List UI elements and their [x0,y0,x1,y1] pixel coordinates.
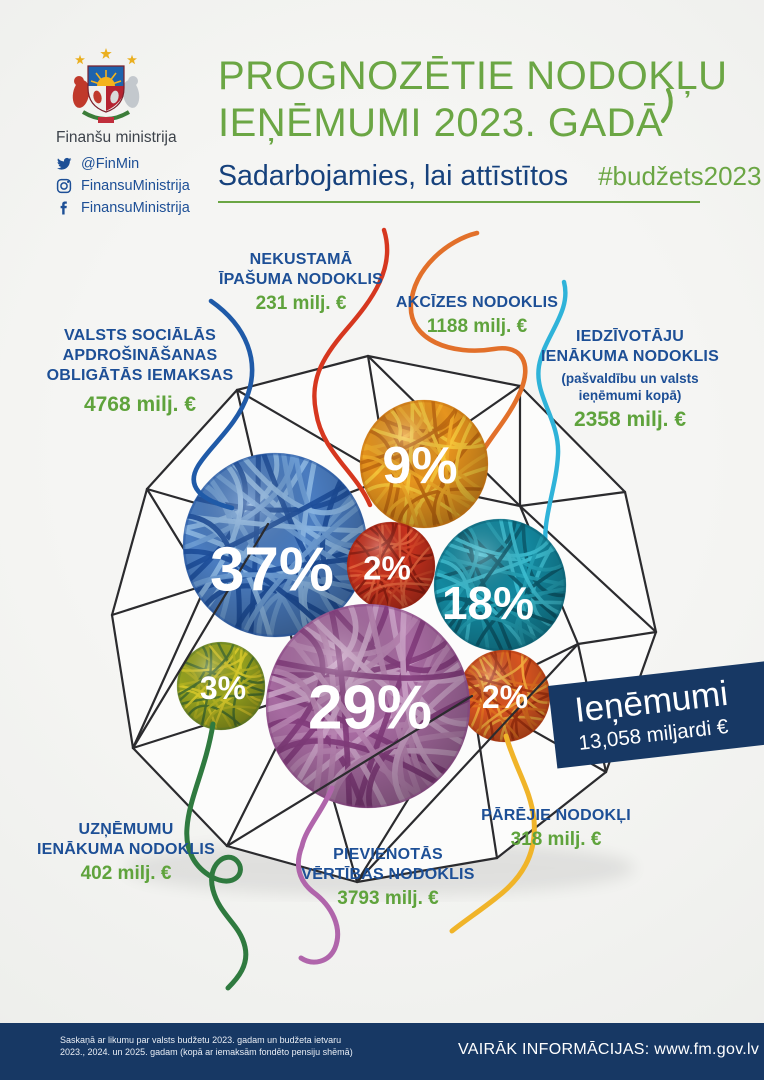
percent-label: 3% [200,670,246,706]
instagram-icon [56,178,72,194]
tax-name-line: OBLIGĀTĀS IEMAKSAS [46,367,234,384]
page-title: PROGNOZĒTIE NODOKĻU IEŅĒMUMI 2023. GADĀ [218,53,728,147]
tax-label-parejie: PĀRĒJIE NODOKĻI 318 milj. € [446,806,666,853]
tax-name-line: IENĀKUMA NODOKLIS [541,348,719,365]
tax-value: 231 milj. € [255,293,347,314]
tax-name-line: NEKUSTAMĀ [249,251,353,268]
tax-name-line: IENĀKUMA NODOKLIS [37,841,215,858]
social-links: @FinMin FinansuMinistrija FinansuMinistr… [56,155,190,217]
social-twitter[interactable]: @FinMin [56,155,190,173]
tax-name-line: ĪPAŠUMA NODOKLIS [218,271,384,288]
tax-label-akcizes: AKCĪZES NODOKLIS 1188 milj. € [377,293,577,340]
subtitle: Sadarbojamies, lai attīstītos [218,160,569,192]
tax-value: 318 milj. € [510,829,602,850]
social-instagram[interactable]: FinansuMinistrija [56,177,190,195]
tax-name-line: VALSTS SOCIĀLĀS [63,327,217,344]
tax-value: 402 milj. € [80,863,172,884]
tax-note-line: ieņēmumi kopā) [578,388,682,403]
tax-name-line: VĒRTĪBAS NODOKLIS [301,866,475,883]
footer-bar: Saskaņā ar likumu par valsts budžetu 202… [0,1023,764,1080]
percent-label: 18% [442,577,534,629]
social-facebook[interactable]: FinansuMinistrija [56,199,190,217]
tax-name-line: PIEVIENOTĀS [333,846,443,863]
title-line-1: PROGNOZĒTIE NODOKĻU [218,54,728,98]
twitter-icon [57,157,72,170]
percent-label: 29% [308,674,432,743]
tax-value: 3793 milj. € [337,888,439,909]
percent-label: 37% [210,536,334,605]
ministry-coat-of-arms [72,48,140,123]
percent-label: 2% [482,679,528,715]
instagram-handle: FinansuMinistrija [81,178,190,194]
tax-name-line: UZŅĒMUMU [78,821,174,838]
tax-value: 1188 milj. € [426,316,528,337]
footer-more-info-link[interactable]: VAIRĀK INFORMĀCIJAS: www.fm.gov.lv [458,1041,760,1058]
percent-label: 2% [363,550,411,587]
hashtag: #budžets2023 [598,161,762,191]
tax-label-iedzivotaju-ienakuma: IEDZĪVOTĀJU IENĀKUMA NODOKLIS (pašvaldīb… [520,327,740,433]
tax-name-line: AKCĪZES NODOKLIS [395,294,559,311]
tax-name-line: APDROŠINĀŠANAS [62,347,218,364]
tax-name-line: PĀRĒJIE NODOKĻI [481,807,631,824]
title-underline [218,201,700,203]
facebook-icon [60,201,67,215]
tax-name-line: IEDZĪVOTĀJU [576,328,684,345]
tax-label-vsaoi: VALSTS SOCIĀLĀS APDROŠINĀŠANAS OBLIGĀTĀS… [30,326,250,418]
twitter-handle: @FinMin [81,156,140,172]
tax-label-pvn: PIEVIENOTĀS VĒRTĪBAS NODOKLIS 3793 milj.… [278,845,498,912]
ministry-name: Finanšu ministrija [56,129,177,146]
tax-note-line: (pašvaldību un valsts [561,371,699,386]
percent-label: 9% [382,437,457,495]
title-line-2: IEŅĒMUMI 2023. GADĀ [218,101,664,145]
tax-label-nekustama-ipasuma: NEKUSTAMĀ ĪPAŠUMA NODOKLIS 231 milj. € [181,250,421,317]
tax-label-uznemumu-ienakuma: UZŅĒMUMU IENĀKUMA NODOKLIS 402 milj. € [16,820,236,887]
tax-value: 2358 milj. € [573,408,687,431]
tax-value: 4768 milj. € [83,393,197,416]
facebook-handle: FinansuMinistrija [81,200,190,216]
footer-legal-note: Saskaņā ar likumu par valsts budžetu 202… [60,1035,353,1057]
